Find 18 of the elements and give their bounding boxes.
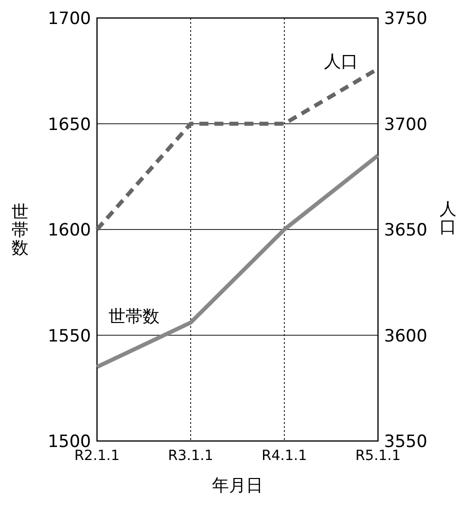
y-tick-label: 1550 — [48, 326, 91, 346]
y2-tick-label: 3650 — [384, 220, 428, 240]
y-tick-label: 1650 — [48, 114, 91, 135]
y2-tick-label: 3600 — [384, 326, 428, 346]
y-tick-label: 1600 — [48, 220, 91, 240]
series-label: 人口 — [324, 52, 358, 72]
y2-axis-title: 人口 — [440, 200, 456, 238]
x-tick-label: R2.1.1 — [74, 448, 120, 464]
y2-tick-label: 3700 — [384, 114, 428, 135]
y2-tick-label: 3750 — [384, 9, 428, 29]
y-tick-label: 1700 — [48, 9, 91, 29]
series-label: 世帯数 — [108, 306, 160, 327]
x-axis-title: 年月日 — [212, 476, 263, 496]
x-tick-label: R4.1.1 — [262, 448, 308, 464]
y-axis-title: 世帯数 — [12, 202, 28, 258]
x-tick-label: R3.1.1 — [168, 448, 214, 464]
x-tick-label: R5.1.1 — [355, 448, 401, 464]
line-series — [95, 153, 380, 369]
